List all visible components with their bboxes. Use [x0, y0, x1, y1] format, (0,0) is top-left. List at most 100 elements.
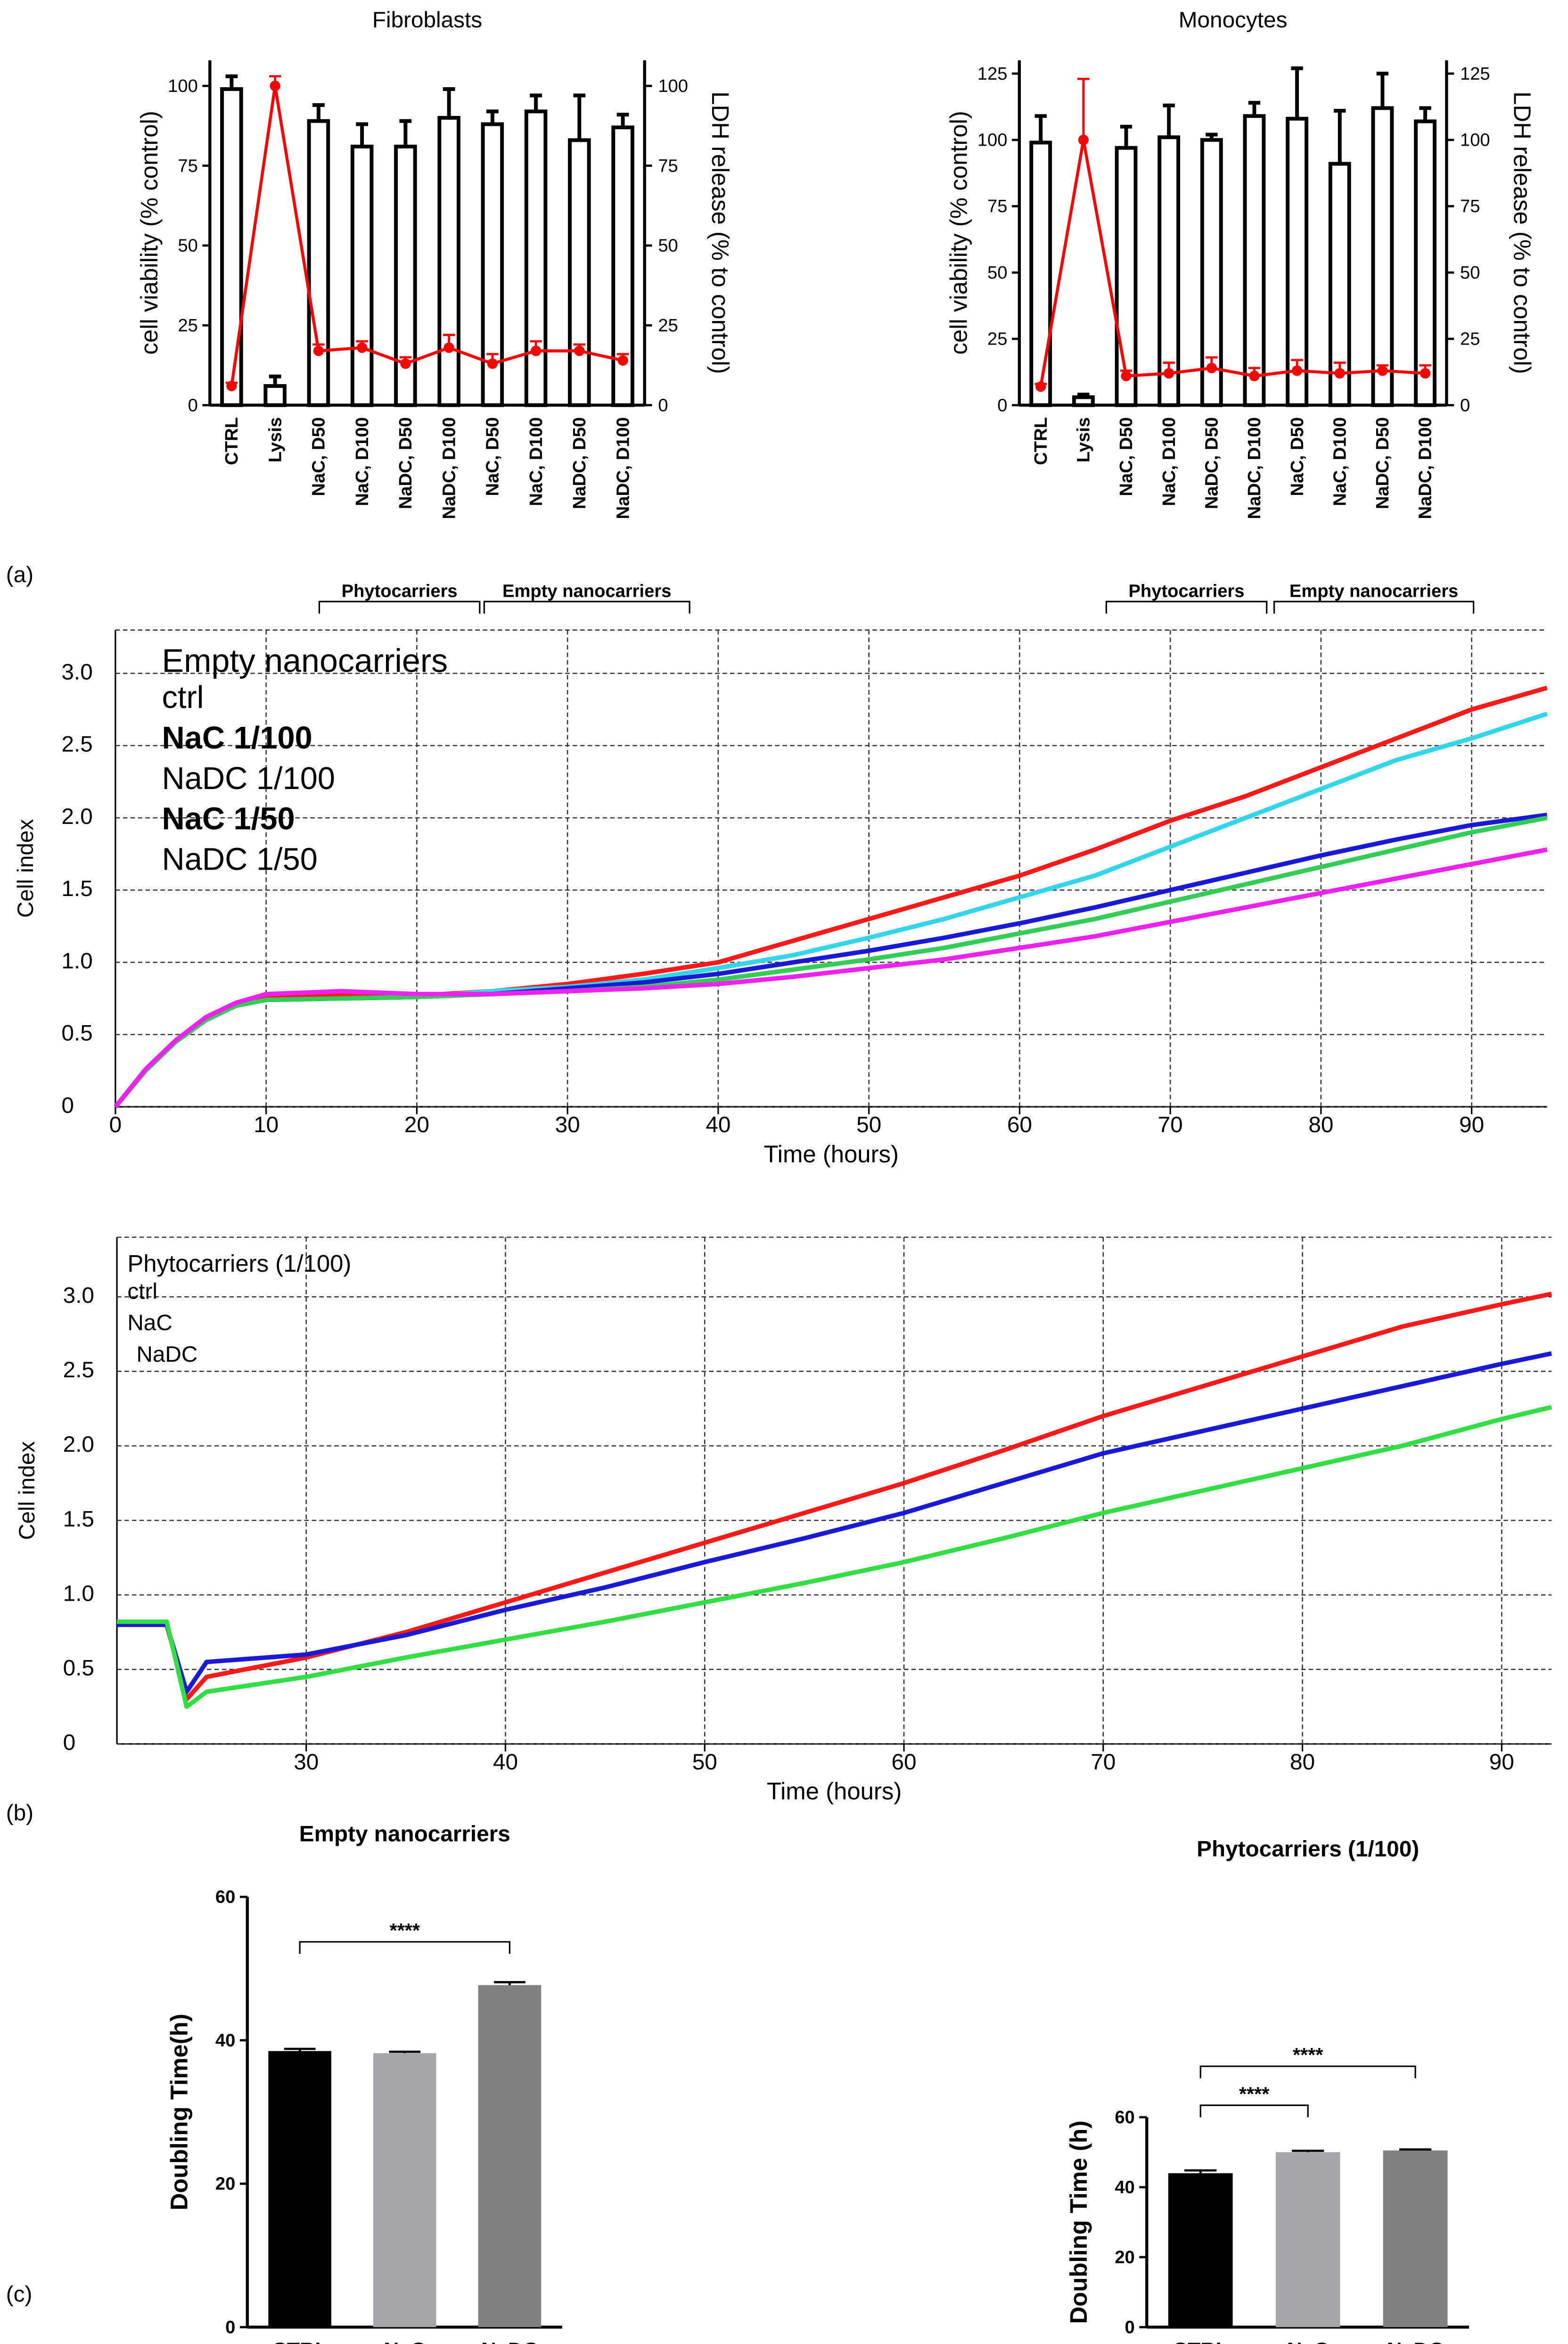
annotation: Phytocarriers — [1128, 581, 1244, 601]
bar — [1383, 2150, 1448, 2328]
line — [114, 815, 1548, 1109]
y-tick-label: 25 — [987, 329, 1007, 349]
y2-tick-label: 0 — [1460, 395, 1470, 415]
y-tick-label: 125 — [977, 64, 1008, 84]
y-tick-label: 0 — [61, 1093, 74, 1118]
x-axis-label: Time (hours) — [763, 1141, 898, 1168]
x-tick-label: NaDC, D100 — [1415, 417, 1436, 519]
y-tick-label: 20 — [1115, 2247, 1134, 2268]
y-axis-label: cell viability (% control) — [136, 111, 163, 354]
point — [357, 342, 368, 353]
bar — [1371, 106, 1394, 407]
error-bar — [1376, 72, 1389, 108]
point — [1164, 368, 1174, 379]
y2-tick-label: 50 — [658, 236, 678, 256]
bracket — [1199, 2104, 1309, 2117]
y-tick-label: 75 — [178, 156, 197, 176]
x-tick-label: NaC, D50 — [483, 417, 503, 496]
y-axis-label: cell viability (% control) — [945, 111, 972, 354]
y-tick-label: 0 — [1125, 2317, 1135, 2337]
point — [270, 81, 280, 91]
legend-entry: NaC 1/50 — [162, 802, 295, 837]
y-tick-label: 0 — [188, 395, 198, 415]
point — [1334, 368, 1345, 379]
bar — [373, 2053, 436, 2328]
y-axis-label: Doubling Time(h) — [166, 2014, 193, 2210]
bracket — [483, 600, 690, 614]
x-tick-label: 80 — [1290, 1750, 1315, 1775]
line — [1039, 140, 1426, 387]
y2-tick-label: 50 — [1460, 263, 1480, 283]
bar — [220, 87, 243, 407]
chart-title: Monocytes — [1179, 8, 1288, 33]
x-tick-label: NaC, D100 — [526, 417, 546, 506]
y-axis-label: Cell index — [13, 819, 38, 918]
point — [400, 358, 411, 369]
line — [117, 1351, 1552, 1694]
bar — [568, 138, 591, 407]
x-tick-label: 30 — [555, 1112, 580, 1137]
x-tick-label: NaDC — [1387, 2339, 1444, 2344]
point — [1206, 362, 1217, 373]
x-tick-label: 90 — [1459, 1112, 1484, 1137]
y2-tick-label: 25 — [658, 315, 678, 336]
error-bar — [399, 119, 412, 147]
y-tick-label: 3.0 — [61, 659, 92, 684]
point — [1377, 365, 1388, 376]
y-tick-label: 40 — [215, 2030, 235, 2050]
error-bar — [1163, 103, 1175, 138]
x-tick-label: CTRL — [222, 417, 242, 465]
error-bar — [443, 87, 455, 118]
error-bar — [1077, 78, 1090, 140]
bar — [307, 119, 330, 407]
x-tick-label: Lysis — [1074, 417, 1094, 462]
x-tick-label: NaC, D100 — [1159, 417, 1179, 506]
bracket — [1105, 600, 1268, 614]
x-tick-label: NaC, D50 — [1116, 417, 1136, 496]
error-bar — [269, 374, 281, 386]
y-tick-label: 60 — [215, 1887, 235, 1907]
point — [487, 358, 498, 369]
x-tick-label: NaC, D50 — [1287, 417, 1307, 496]
y2-tick-label: 25 — [1460, 329, 1480, 349]
error-bar — [1206, 132, 1218, 140]
y-tick-label: 1.0 — [63, 1581, 94, 1606]
x-tick-label: 60 — [1007, 1112, 1032, 1137]
panel-label: (a) — [6, 562, 33, 587]
x-tick-label: 70 — [1158, 1112, 1183, 1137]
error-bar — [1248, 101, 1261, 116]
y-tick-label: 50 — [178, 236, 197, 256]
line — [114, 847, 1548, 1109]
annotation: Empty nanocarriers — [1289, 581, 1458, 601]
y-tick-label: 40 — [1115, 2177, 1134, 2197]
error-bar — [356, 122, 369, 147]
y-tick-label: 2.0 — [61, 804, 92, 829]
point — [1291, 365, 1303, 376]
x-tick-label: NaDC, D100 — [613, 417, 633, 519]
bar — [1072, 395, 1095, 407]
error-bar — [494, 1981, 525, 1985]
y-tick-label: 3.0 — [63, 1283, 94, 1308]
y-tick-label: 0.5 — [63, 1656, 94, 1681]
y-tick-label: 1.5 — [61, 876, 92, 901]
bracket — [1199, 2065, 1416, 2079]
bar — [1168, 2173, 1233, 2328]
y-axis-label: Cell index — [15, 1441, 40, 1540]
error-bar — [486, 109, 499, 124]
x-tick-label: 90 — [1489, 1750, 1514, 1775]
x-tick-label: NaC, D50 — [309, 417, 329, 496]
x-tick-label: CTRL — [1173, 2339, 1229, 2344]
error-bar — [1399, 2148, 1432, 2151]
error-bar — [1034, 114, 1047, 143]
error-bar — [616, 113, 629, 128]
bar — [1115, 146, 1138, 407]
point — [1420, 368, 1431, 379]
x-tick-label: 50 — [692, 1750, 717, 1775]
x-tick-label: NaDC, D50 — [1202, 417, 1222, 509]
y-tick-label: 1.5 — [63, 1506, 94, 1531]
legend-entry: ctrl — [162, 680, 204, 715]
annotation: Phytocarriers — [342, 581, 458, 601]
x-tick-label: NaDC, D50 — [1372, 417, 1393, 509]
